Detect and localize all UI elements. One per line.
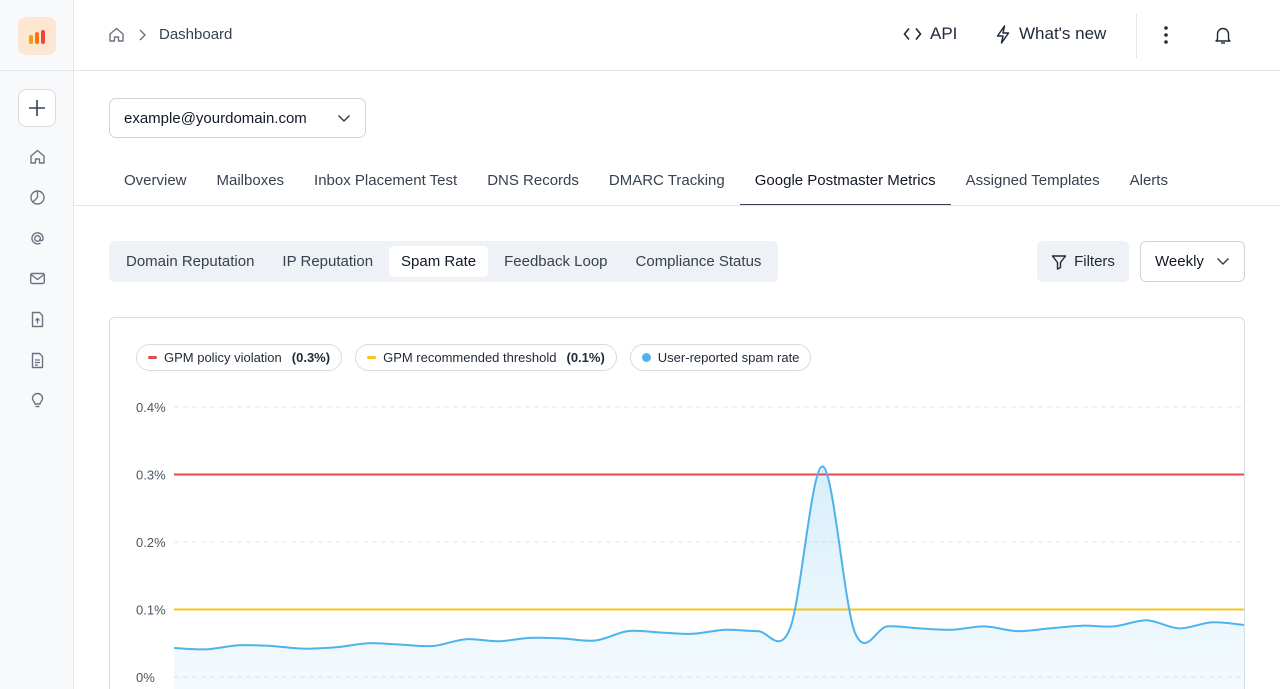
metric-subtabs: Domain Reputation IP Reputation Spam Rat…	[109, 241, 779, 282]
add-button[interactable]	[18, 89, 56, 127]
chevron-down-icon	[1216, 257, 1230, 266]
domain-select[interactable]: example@yourdomain.com	[109, 98, 366, 138]
breadcrumb-current[interactable]: Dashboard	[159, 26, 233, 43]
period-select[interactable]: Weekly	[1140, 241, 1245, 282]
whats-new-label: What's new	[1019, 24, 1107, 43]
subtab-ip-reputation[interactable]: IP Reputation	[282, 253, 374, 270]
sidebar-item-inbox[interactable]	[27, 268, 47, 288]
home-icon[interactable]	[108, 26, 125, 43]
legend-item-recommended-threshold[interactable]: GPM recommended threshold (0.1%)	[355, 344, 617, 371]
main-tabs: Overview Mailboxes Inbox Placement Test …	[109, 160, 1183, 206]
tab-dmarc-tracking[interactable]: DMARC Tracking	[608, 172, 725, 189]
breadcrumb: Dashboard	[108, 26, 232, 43]
api-label: API	[930, 24, 958, 43]
sidebar	[0, 0, 74, 689]
lightning-icon	[996, 24, 1010, 44]
legend-item-policy-violation[interactable]: GPM policy violation (0.3%)	[136, 344, 343, 371]
more-menu-button[interactable]	[1163, 25, 1169, 45]
api-button[interactable]: API	[903, 24, 957, 44]
y-tick-label: 0%	[136, 670, 155, 685]
legend-label: GPM policy violation	[164, 350, 282, 365]
main-content: example@yourdomain.com Overview Mailboxe…	[74, 71, 1280, 689]
tab-dns-records[interactable]: DNS Records	[487, 172, 579, 189]
legend-swatch	[148, 356, 157, 359]
legend-value: (0.3%)	[291, 350, 331, 365]
legend-label: GPM recommended threshold	[383, 350, 557, 365]
tab-assigned-templates[interactable]: Assigned Templates	[965, 172, 1100, 189]
y-tick-label: 0.4%	[136, 400, 166, 415]
y-tick-label: 0.1%	[136, 603, 166, 618]
lightbulb-icon	[31, 392, 43, 407]
spam-rate-chart: 0.4% 0.3% 0.2% 0.1% 0%	[136, 400, 1244, 689]
pie-chart-icon	[29, 189, 45, 205]
legend-swatch	[641, 353, 651, 362]
code-icon	[903, 27, 922, 41]
y-tick-label: 0.3%	[136, 468, 166, 483]
legend-label: User-reported spam rate	[657, 350, 800, 365]
tab-google-postmaster-metrics[interactable]: Google Postmaster Metrics	[739, 160, 951, 206]
tab-alerts[interactable]: Alerts	[1129, 172, 1168, 189]
subtab-compliance-status[interactable]: Compliance Status	[635, 253, 762, 270]
period-select-value: Weekly	[1155, 253, 1204, 270]
tab-inbox-placement-test[interactable]: Inbox Placement Test	[314, 172, 458, 189]
tab-overview[interactable]: Overview	[124, 172, 187, 189]
subtab-feedback-loop[interactable]: Feedback Loop	[504, 253, 608, 270]
at-sign-icon	[30, 231, 44, 245]
more-vertical-icon	[1164, 26, 1168, 44]
home-icon	[29, 149, 45, 164]
whats-new-button[interactable]: What's new	[995, 24, 1106, 44]
sidebar-divider	[0, 70, 74, 71]
file-upload-icon	[31, 311, 43, 327]
tab-mailboxes[interactable]: Mailboxes	[216, 172, 285, 189]
mail-icon	[29, 272, 45, 284]
sidebar-item-documents[interactable]	[27, 350, 47, 370]
tabs-divider	[74, 205, 1280, 206]
document-icon	[31, 352, 43, 368]
legend-value: (0.1%)	[566, 350, 605, 365]
chevron-right-icon	[139, 29, 146, 40]
subtab-spam-rate[interactable]: Spam Rate	[389, 246, 489, 277]
sidebar-item-accounts[interactable]	[27, 228, 47, 248]
spam-rate-chart-card: 0.4% 0.3% 0.2% 0.1% 0% GPM policy violation …	[109, 317, 1245, 689]
bell-icon	[1215, 27, 1231, 44]
plus-icon	[29, 100, 45, 116]
series-line	[173, 465, 1244, 651]
chevron-down-icon	[337, 114, 351, 122]
legend-swatch	[367, 356, 377, 359]
subtab-domain-reputation[interactable]: Domain Reputation	[126, 253, 255, 270]
top-header: Dashboard API What's new	[74, 0, 1280, 71]
sidebar-item-ideas[interactable]	[27, 390, 47, 410]
chart-legend: GPM policy violation (0.3%) GPM recommen…	[136, 344, 812, 371]
domain-select-value: example@yourdomain.com	[124, 109, 307, 127]
series-area	[174, 466, 1244, 689]
notifications-button[interactable]	[1214, 26, 1232, 45]
y-tick-label: 0.2%	[136, 535, 166, 550]
filter-icon	[1051, 254, 1067, 270]
sidebar-item-home[interactable]	[27, 146, 47, 166]
sidebar-item-uploads[interactable]	[27, 309, 47, 329]
filters-label: Filters	[1074, 253, 1115, 270]
header-divider	[1136, 14, 1137, 58]
sidebar-item-analytics[interactable]	[27, 187, 47, 207]
app-logo[interactable]	[18, 17, 56, 55]
filters-button[interactable]: Filters	[1037, 241, 1129, 282]
legend-item-user-reported-spam-rate[interactable]: User-reported spam rate	[629, 344, 812, 371]
